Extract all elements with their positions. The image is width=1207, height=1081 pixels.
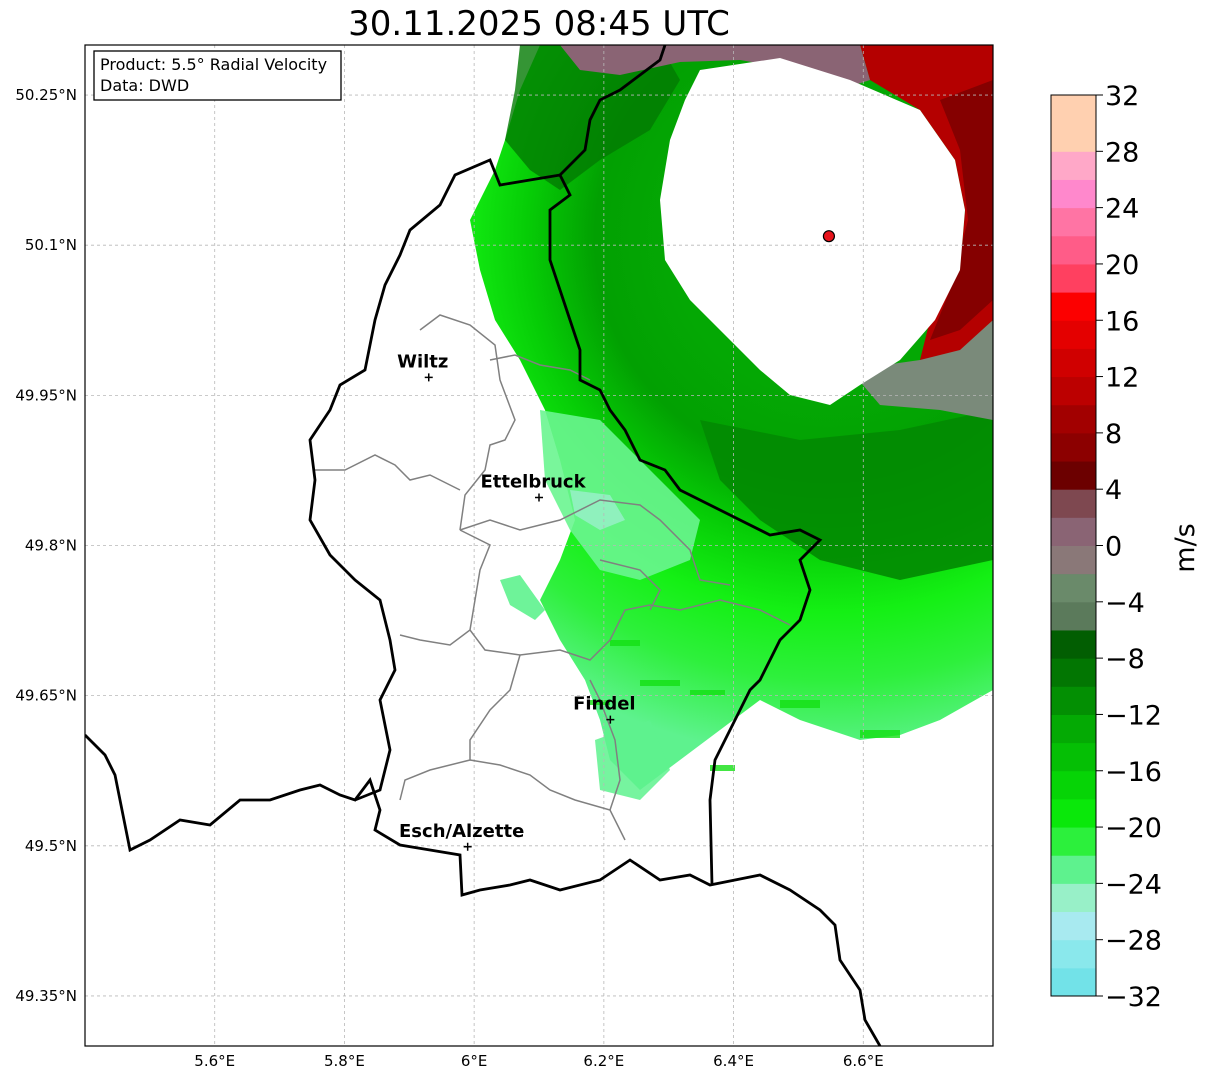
radar-mint-streak bbox=[500, 575, 545, 620]
radar-edge-speckles bbox=[590, 640, 900, 771]
radar-mint-region bbox=[540, 410, 700, 580]
lon-tick-label: 6°E bbox=[461, 1052, 488, 1070]
city-wiltz: Wiltz bbox=[397, 351, 448, 382]
radar-blank-center bbox=[660, 58, 965, 405]
city-label: Ettelbruck bbox=[480, 471, 586, 492]
info-data-source: Data: DWD bbox=[100, 76, 189, 95]
city-marker-icon bbox=[424, 373, 433, 382]
city-label: Findel bbox=[573, 694, 636, 715]
radar-mint-patch bbox=[570, 490, 625, 530]
map-title: 30.11.2025 08:45 UTC bbox=[348, 4, 730, 44]
longitude-tick-labels: 5.6°E 5.8°E 6°E 6.2°E 6.4°E 6.6°E bbox=[194, 1052, 883, 1070]
radar-mint-streak2 bbox=[595, 720, 670, 800]
city-label: Wiltz bbox=[397, 351, 448, 372]
city-marker-icon bbox=[606, 715, 615, 724]
country-borders bbox=[85, 45, 882, 1046]
radar-mauve-band bbox=[560, 45, 870, 90]
city-marker-icon bbox=[463, 842, 472, 851]
lon-tick-label: 6.2°E bbox=[583, 1052, 624, 1070]
lon-tick-label: 5.8°E bbox=[324, 1052, 365, 1070]
canton-borders bbox=[315, 314, 791, 841]
lat-tick-label: 49.65°N bbox=[15, 687, 77, 705]
lat-tick-label: 50.1°N bbox=[25, 236, 77, 254]
radar-dark-red-band bbox=[930, 80, 993, 340]
city-markers: Wiltz Ettelbruck Findel Esch/Alzette bbox=[397, 351, 636, 851]
latitude-tick-labels: 50.25°N 50.1°N 49.95°N 49.8°N 49.65°N 49.5°N 4… bbox=[15, 86, 77, 1005]
city-label: Esch/Alzette bbox=[399, 821, 524, 842]
radar-velocity-field bbox=[470, 45, 993, 800]
radar-far-dark-region bbox=[700, 410, 993, 580]
lat-tick-label: 49.95°N bbox=[15, 386, 77, 404]
city-marker-icon bbox=[535, 493, 543, 502]
city-findel: Findel bbox=[573, 694, 636, 724]
city-ettelbruck: Ettelbruck bbox=[480, 471, 587, 502]
lat-tick-label: 49.8°N bbox=[25, 537, 77, 555]
radar-site-marker[interactable] bbox=[822, 230, 836, 243]
map-frame bbox=[84, 44, 994, 1047]
city-esch-alzette: Esch/Alzette bbox=[399, 821, 524, 851]
info-product: Product: 5.5° Radial Velocity bbox=[100, 55, 327, 74]
lon-tick-label: 6.6°E bbox=[843, 1052, 884, 1070]
lat-tick-label: 49.5°N bbox=[25, 837, 77, 855]
lat-tick-label: 50.25°N bbox=[15, 86, 77, 104]
lon-tick-label: 5.6°E bbox=[194, 1052, 235, 1070]
info-box: Product: 5.5° Radial Velocity Data: DWD bbox=[93, 50, 342, 101]
lon-tick-label: 6.4°E bbox=[713, 1052, 754, 1070]
lat-tick-label: 49.35°N bbox=[15, 987, 77, 1005]
